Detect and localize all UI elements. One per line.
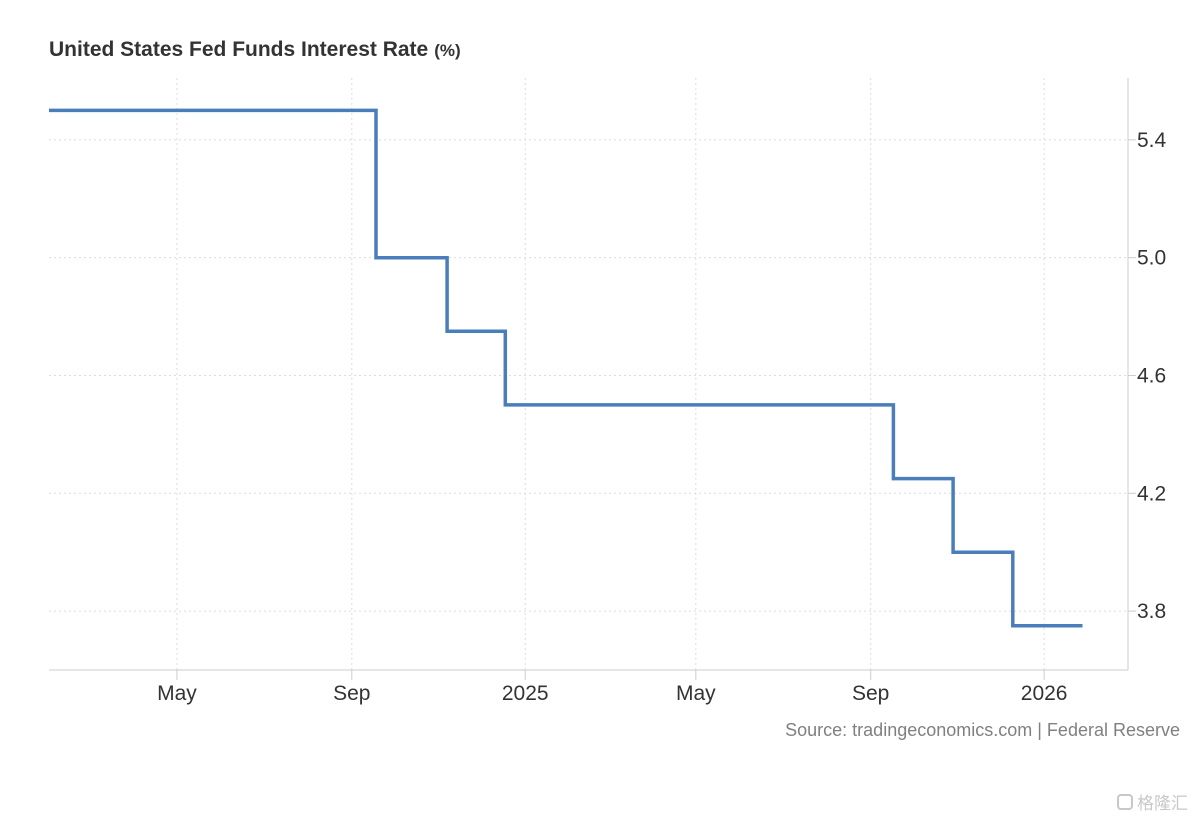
y-tick-label: 5.4 xyxy=(1137,129,1167,152)
x-tick-label: Sep xyxy=(852,682,889,705)
y-tick-label: 4.2 xyxy=(1137,482,1166,505)
chart-title-unit: (%) xyxy=(434,41,461,60)
y-tick-label: 5.0 xyxy=(1137,247,1166,270)
label-layer: 5.4 5.0 4.6 4.2 3.8 May Sep 2025 May Sep 2026 xyxy=(157,129,1166,705)
source-attribution: Source: tradingeconomics.com | Federal R… xyxy=(785,720,1180,740)
x-tick-label: Sep xyxy=(333,682,370,705)
watermark-logo-icon xyxy=(1117,793,1133,810)
watermark-text: 格隆汇 xyxy=(1137,794,1188,813)
x-tick-label: 2025 xyxy=(502,682,549,705)
chart-title-text: United States Fed Funds Interest Rate xyxy=(49,38,429,61)
watermark: 格隆汇 xyxy=(1117,789,1188,814)
x-tick-label: May xyxy=(676,682,716,705)
series-line xyxy=(49,108,1083,628)
y-tick-label: 3.8 xyxy=(1137,600,1166,623)
chart-title: United States Fed Funds Interest Rate (%) xyxy=(49,38,461,62)
x-tick-label: May xyxy=(157,682,197,705)
x-tick-label: 2026 xyxy=(1021,682,1068,705)
series-layer xyxy=(49,108,1083,628)
grid-layer xyxy=(49,78,1128,670)
axis-layer xyxy=(49,78,1136,680)
y-tick-label: 4.6 xyxy=(1137,364,1166,387)
